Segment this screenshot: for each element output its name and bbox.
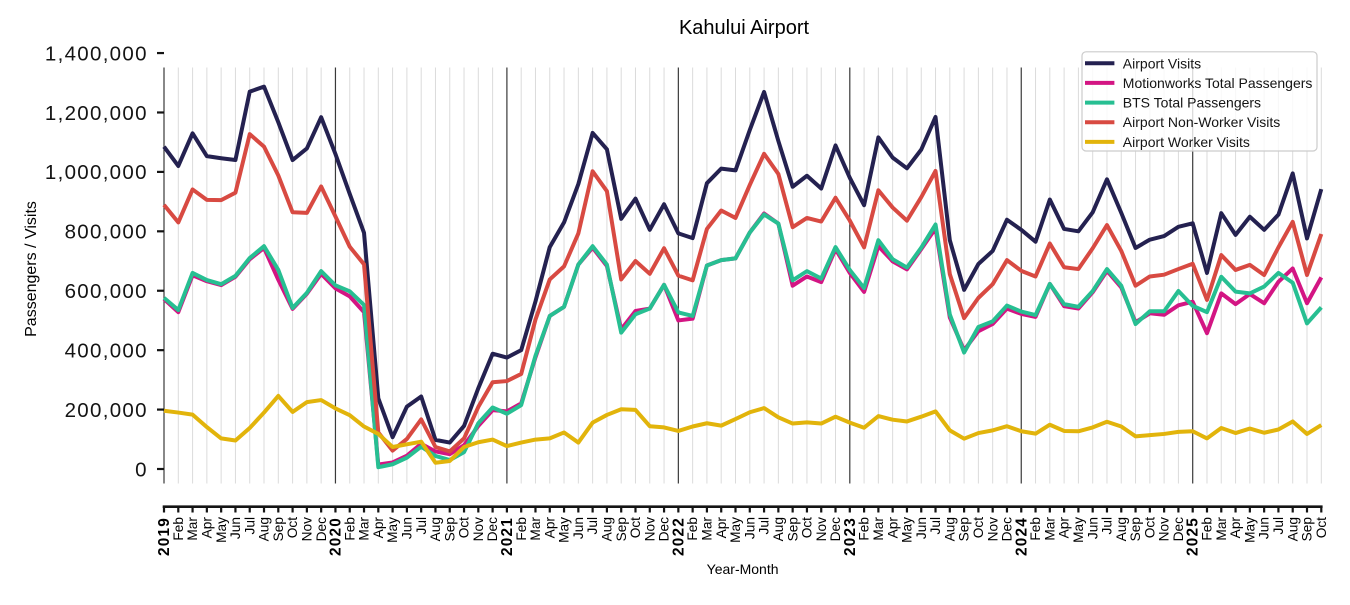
- svg-text:2023: 2023: [842, 517, 859, 556]
- svg-text:Aug: Aug: [1114, 517, 1129, 541]
- svg-text:Year-Month: Year-Month: [707, 561, 779, 577]
- svg-text:2025: 2025: [1185, 517, 1202, 556]
- svg-text:Jul: Jul: [414, 517, 429, 535]
- svg-text:Jun: Jun: [1085, 517, 1100, 539]
- svg-text:Sep: Sep: [614, 517, 629, 542]
- svg-text:Passengers / Visits: Passengers / Visits: [23, 201, 40, 337]
- svg-text:Aug: Aug: [1285, 517, 1300, 541]
- svg-text:600,000: 600,000: [65, 280, 148, 303]
- svg-text:2024: 2024: [1013, 517, 1030, 556]
- svg-text:Nov: Nov: [985, 517, 1000, 541]
- svg-text:Aug: Aug: [942, 517, 957, 541]
- svg-text:Nov: Nov: [814, 517, 829, 541]
- svg-text:Jul: Jul: [757, 517, 772, 535]
- svg-text:Sep: Sep: [442, 517, 457, 542]
- svg-text:Feb: Feb: [857, 517, 872, 541]
- svg-text:2019: 2019: [156, 517, 173, 556]
- svg-text:Aug: Aug: [428, 517, 443, 541]
- svg-text:Apr: Apr: [371, 517, 386, 539]
- svg-text:May: May: [557, 517, 572, 543]
- svg-text:Nov: Nov: [642, 517, 657, 541]
- svg-text:Oct: Oct: [971, 517, 986, 538]
- svg-text:200,000: 200,000: [65, 399, 148, 422]
- svg-text:Dec: Dec: [828, 517, 843, 541]
- svg-text:Oct: Oct: [457, 517, 472, 538]
- svg-text:Aug: Aug: [257, 517, 272, 541]
- svg-text:1,400,000: 1,400,000: [45, 42, 148, 65]
- svg-text:Mar: Mar: [1214, 517, 1229, 541]
- svg-text:Airport Worker Visits: Airport Worker Visits: [1123, 134, 1250, 150]
- svg-text:Airport Visits: Airport Visits: [1123, 55, 1201, 71]
- svg-text:Feb: Feb: [1028, 517, 1043, 541]
- svg-text:Mar: Mar: [700, 517, 715, 541]
- svg-text:Sep: Sep: [957, 517, 972, 542]
- svg-text:Sep: Sep: [1128, 517, 1143, 542]
- svg-text:Dec: Dec: [314, 517, 329, 541]
- svg-text:Oct: Oct: [628, 517, 643, 538]
- svg-text:Dec: Dec: [657, 517, 672, 541]
- svg-text:May: May: [1071, 517, 1086, 543]
- svg-text:Feb: Feb: [1200, 517, 1215, 541]
- svg-text:Jul: Jul: [1100, 517, 1115, 535]
- svg-text:Nov: Nov: [299, 517, 314, 541]
- svg-text:1,000,000: 1,000,000: [45, 161, 148, 184]
- svg-text:Apr: Apr: [714, 517, 729, 539]
- svg-text:Apr: Apr: [1228, 517, 1243, 539]
- svg-text:Mar: Mar: [357, 517, 372, 541]
- svg-text:Jul: Jul: [242, 517, 257, 535]
- svg-text:2021: 2021: [499, 517, 516, 556]
- svg-text:May: May: [385, 517, 400, 543]
- svg-text:Oct: Oct: [1142, 517, 1157, 538]
- svg-text:Aug: Aug: [771, 517, 786, 541]
- svg-text:Nov: Nov: [1157, 517, 1172, 541]
- svg-text:Feb: Feb: [514, 517, 529, 541]
- svg-text:Dec: Dec: [485, 517, 500, 541]
- svg-text:Jun: Jun: [399, 517, 414, 539]
- svg-text:Apr: Apr: [1057, 517, 1072, 539]
- svg-text:400,000: 400,000: [65, 339, 148, 362]
- svg-text:Oct: Oct: [1314, 517, 1329, 538]
- svg-text:Mar: Mar: [528, 517, 543, 541]
- svg-text:Motionworks Total Passengers: Motionworks Total Passengers: [1123, 75, 1313, 91]
- svg-text:Jun: Jun: [228, 517, 243, 539]
- svg-text:BTS Total Passengers: BTS Total Passengers: [1123, 95, 1261, 111]
- svg-text:Oct: Oct: [285, 517, 300, 538]
- svg-text:Airport Non-Worker Visits: Airport Non-Worker Visits: [1123, 114, 1280, 130]
- svg-text:Feb: Feb: [685, 517, 700, 541]
- svg-text:May: May: [1242, 517, 1257, 543]
- svg-text:Mar: Mar: [1042, 517, 1057, 541]
- svg-text:Sep: Sep: [271, 517, 286, 542]
- svg-text:Jun: Jun: [742, 517, 757, 539]
- svg-text:Apr: Apr: [885, 517, 900, 539]
- svg-text:Jun: Jun: [571, 517, 586, 539]
- svg-text:Jul: Jul: [928, 517, 943, 535]
- svg-text:2020: 2020: [327, 517, 344, 556]
- svg-text:Jun: Jun: [914, 517, 929, 539]
- svg-text:Dec: Dec: [1000, 517, 1015, 541]
- svg-text:Dec: Dec: [1171, 517, 1186, 541]
- svg-text:May: May: [900, 517, 915, 543]
- svg-text:2022: 2022: [670, 517, 687, 556]
- svg-text:Feb: Feb: [342, 517, 357, 541]
- svg-text:Jul: Jul: [1271, 517, 1286, 535]
- svg-text:800,000: 800,000: [65, 221, 148, 244]
- svg-text:Aug: Aug: [600, 517, 615, 541]
- svg-text:Nov: Nov: [471, 517, 486, 541]
- svg-text:Feb: Feb: [171, 517, 186, 541]
- svg-text:Mar: Mar: [871, 517, 886, 541]
- svg-text:Mar: Mar: [185, 517, 200, 541]
- svg-text:1,200,000: 1,200,000: [45, 102, 148, 125]
- svg-text:Jun: Jun: [1257, 517, 1272, 539]
- svg-text:0: 0: [135, 458, 148, 481]
- svg-text:Kahului Airport: Kahului Airport: [679, 17, 810, 39]
- svg-text:Apr: Apr: [542, 517, 557, 539]
- svg-text:Jul: Jul: [585, 517, 600, 535]
- svg-text:Sep: Sep: [785, 517, 800, 542]
- svg-text:May: May: [214, 517, 229, 543]
- svg-text:Apr: Apr: [199, 517, 214, 539]
- svg-text:Oct: Oct: [800, 517, 815, 538]
- svg-text:Sep: Sep: [1300, 517, 1315, 542]
- svg-text:May: May: [728, 517, 743, 543]
